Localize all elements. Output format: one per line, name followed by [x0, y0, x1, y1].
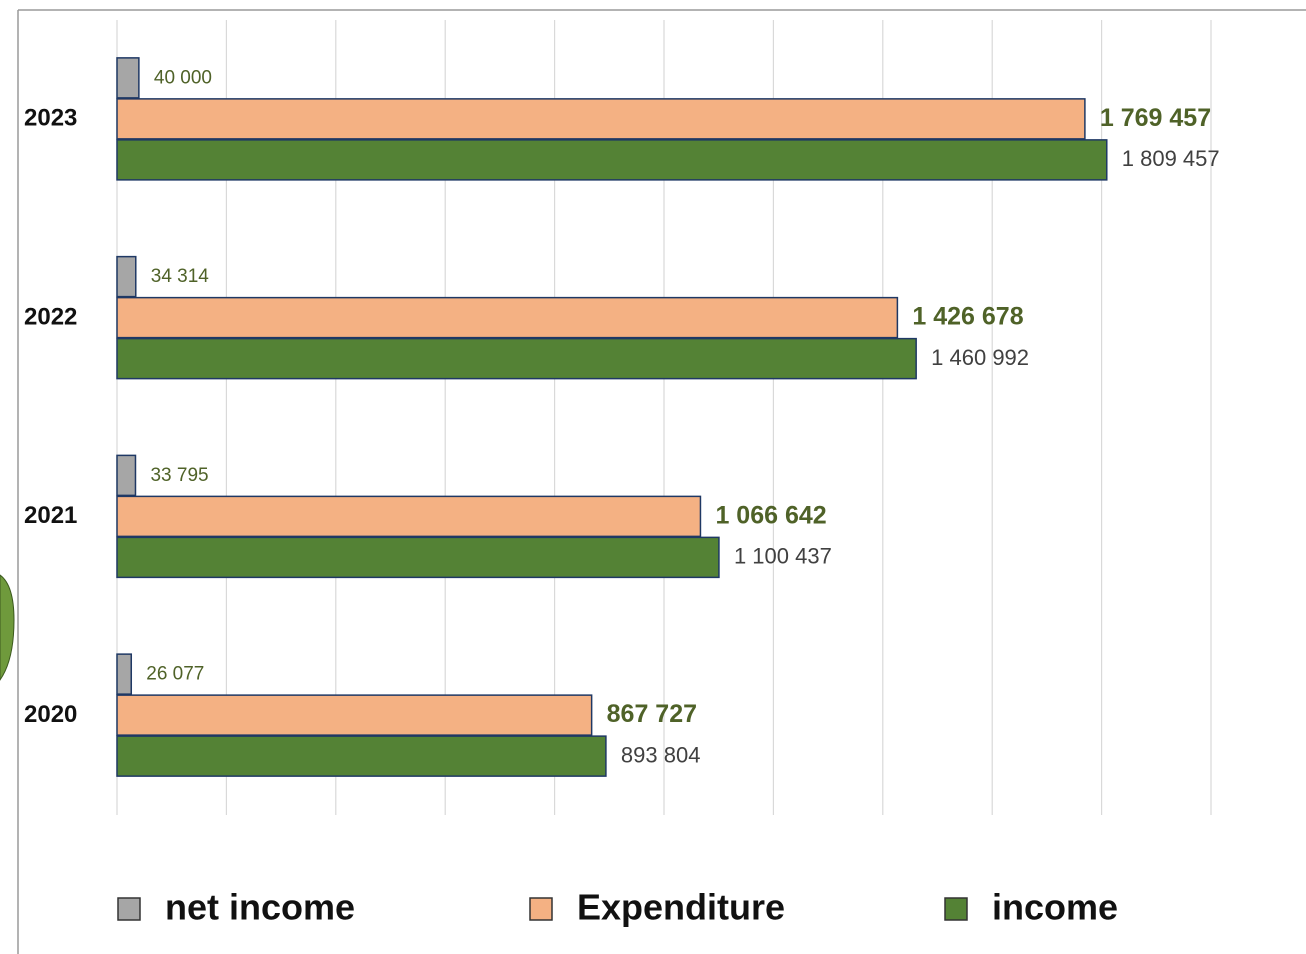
value-label: 1 460 992	[931, 345, 1029, 370]
y-tick-label: 2020	[24, 701, 77, 728]
value-label: 40 000	[154, 67, 212, 88]
bar	[116, 536, 720, 579]
legend-swatch	[117, 897, 141, 921]
plot: 2020 26 077 867 727 893 804 2021 33 795 1 066 …	[24, 57, 1220, 777]
value-label: 893 804	[621, 742, 701, 767]
value-label: 1 769 457	[1100, 104, 1211, 132]
bar	[116, 694, 593, 736]
legend-label: income	[992, 887, 1118, 928]
value-label: 1 809 457	[1122, 146, 1220, 171]
bar	[116, 495, 702, 538]
value-label: 1 100 437	[734, 544, 832, 569]
value-label: 867 727	[607, 700, 697, 728]
legend-swatch	[944, 897, 968, 921]
bar	[116, 139, 1108, 181]
value-label: 26 077	[146, 664, 204, 685]
bar	[116, 98, 1086, 140]
bar	[116, 653, 133, 695]
legend-label: net income	[165, 887, 355, 928]
y-tick-label: 2023	[24, 105, 77, 132]
bar	[116, 57, 140, 99]
value-label: 1 066 642	[715, 501, 826, 529]
y-tick-label: 2021	[24, 502, 77, 529]
bar	[116, 255, 137, 298]
bar	[116, 337, 917, 380]
decor	[0, 574, 15, 681]
y-tick-label: 2022	[24, 303, 77, 330]
bar	[116, 296, 899, 339]
value-label: 1 426 678	[912, 303, 1023, 331]
bar	[116, 454, 137, 497]
legend-label: Expenditure	[577, 887, 785, 928]
legend-swatch	[529, 897, 553, 921]
value-label: 34 314	[151, 266, 210, 287]
value-label: 33 795	[150, 465, 208, 486]
bar	[116, 735, 607, 777]
legend: net income Expenditure income	[117, 887, 1118, 928]
